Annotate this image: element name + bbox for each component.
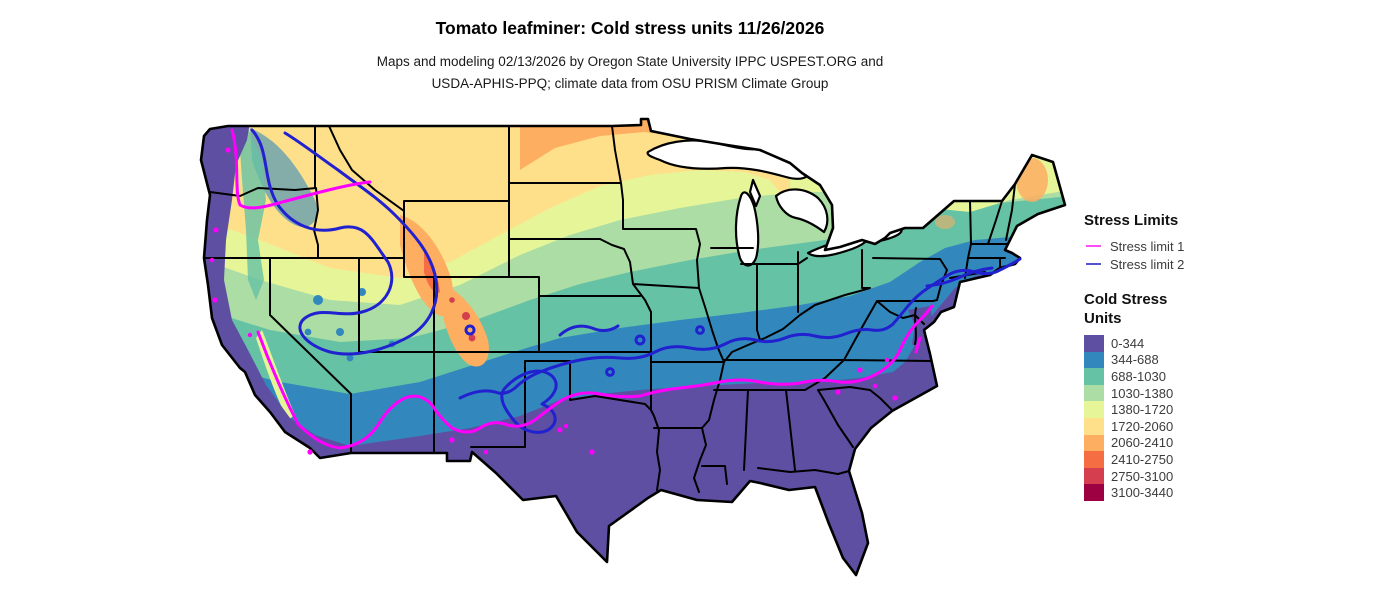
green-bay — [748, 178, 762, 208]
patch-northern-rockies — [250, 128, 318, 228]
map-title: Tomato leafminer: Cold stress units 11/2… — [435, 18, 825, 38]
contour-stress-limit-2 — [250, 128, 1022, 434]
cold-stress-class-row: 688-1030 — [1084, 368, 1384, 385]
cold-stress-class-label: 2750-3100 — [1111, 468, 1174, 484]
cold-stress-classes-list: 0-344 344-688 688-1030 1030-1380 — [1084, 335, 1384, 501]
map-subtitle: Maps and modeling 02/13/2026 by Oregon S… — [180, 39, 1080, 95]
legend: Stress Limits Stress limit 1 Stress limi… — [1084, 212, 1384, 501]
cold-stress-class-swatch — [1084, 434, 1104, 452]
header: Tomato leafminer: Cold stress units 11/2… — [180, 0, 1080, 95]
cold-stress-class-row: 1720-2060 — [1084, 417, 1384, 435]
stress-limit-label: Stress limit 2 — [1110, 256, 1185, 272]
cold-stress-class-swatch — [1084, 368, 1104, 385]
cold-stress-class-label: 344-688 — [1111, 352, 1159, 368]
us-cold-stress-map — [190, 108, 1070, 594]
raster-field — [201, 119, 1065, 575]
patch-colorado-red-1 — [462, 312, 470, 320]
state-borders — [203, 125, 1016, 493]
patch-colorado-red-2 — [468, 334, 476, 342]
patch-colorado-rockies — [440, 285, 489, 367]
cold-stress-class-label: 3100-3440 — [1111, 485, 1174, 501]
patch-maine-orange — [1016, 158, 1048, 202]
cold-stress-class-swatch — [1084, 351, 1104, 369]
band-1720-2060 — [201, 119, 790, 278]
patch-adirondack-orange — [935, 215, 955, 229]
cold-stress-class-swatch — [1084, 384, 1104, 402]
cold-stress-units-heading: Cold Stress Units — [1084, 291, 1168, 327]
cold-stress-class-swatch — [1084, 467, 1104, 485]
limit1-dots — [209, 147, 898, 455]
cold-stress-class-label: 0-344 — [1111, 335, 1145, 351]
cold-stress-class-row: 3100-3440 — [1084, 484, 1384, 501]
cold-stress-class-swatch — [1084, 484, 1104, 501]
subtitle-line-2: USDA-APHIS-PPQ; climate data from OSU PR… — [431, 76, 829, 91]
patch-pacific-coast-purple — [201, 119, 430, 462]
stress-limit-label: Stress limit 1 — [1110, 238, 1185, 254]
contour-stress-limit-1 — [209, 128, 934, 455]
stress-limit-line-swatch — [1086, 244, 1101, 248]
cold-stress-class-row: 2410-2750 — [1084, 451, 1384, 468]
map-svg — [199, 117, 1067, 577]
cold-stress-class-label: 688-1030 — [1111, 368, 1166, 384]
cold-stress-class-row: 344-688 — [1084, 351, 1384, 369]
cold-stress-class-label: 1030-1380 — [1111, 385, 1174, 401]
cold-stress-class-row: 2060-2410 — [1084, 434, 1384, 452]
cold-stress-class-label: 1380-1720 — [1111, 402, 1174, 418]
cold-stress-class-row: 1030-1380 — [1084, 384, 1384, 402]
cold-stress-class-swatch — [1084, 451, 1104, 468]
cold-stress-class-swatch — [1084, 335, 1104, 352]
stress-limits-heading: Stress Limits — [1084, 212, 1179, 229]
cold-stress-class-row: 1380-1720 — [1084, 401, 1384, 418]
stress-limit-row: Stress limit 2 — [1084, 255, 1384, 273]
cold-stress-class-label: 2060-2410 — [1111, 435, 1174, 451]
cold-stress-class-row: 2750-3100 — [1084, 467, 1384, 485]
cold-stress-class-label: 2410-2750 — [1111, 451, 1174, 467]
cold-stress-class-row: 0-344 — [1084, 335, 1384, 352]
subtitle-line-1: Maps and modeling 02/13/2026 by Oregon S… — [376, 54, 884, 69]
stress-limit-line-swatch — [1086, 262, 1101, 266]
lake-huron — [774, 188, 829, 234]
cold-stress-class-swatch — [1084, 417, 1104, 435]
patch-colorado-red-3 — [449, 297, 455, 303]
cold-stress-class-label: 1720-2060 — [1111, 418, 1174, 434]
cold-stress-class-swatch — [1084, 401, 1104, 418]
stress-limit-row: Stress limit 1 — [1084, 237, 1384, 255]
stress-limits-list: Stress limit 1 Stress limit 2 — [1084, 237, 1384, 273]
